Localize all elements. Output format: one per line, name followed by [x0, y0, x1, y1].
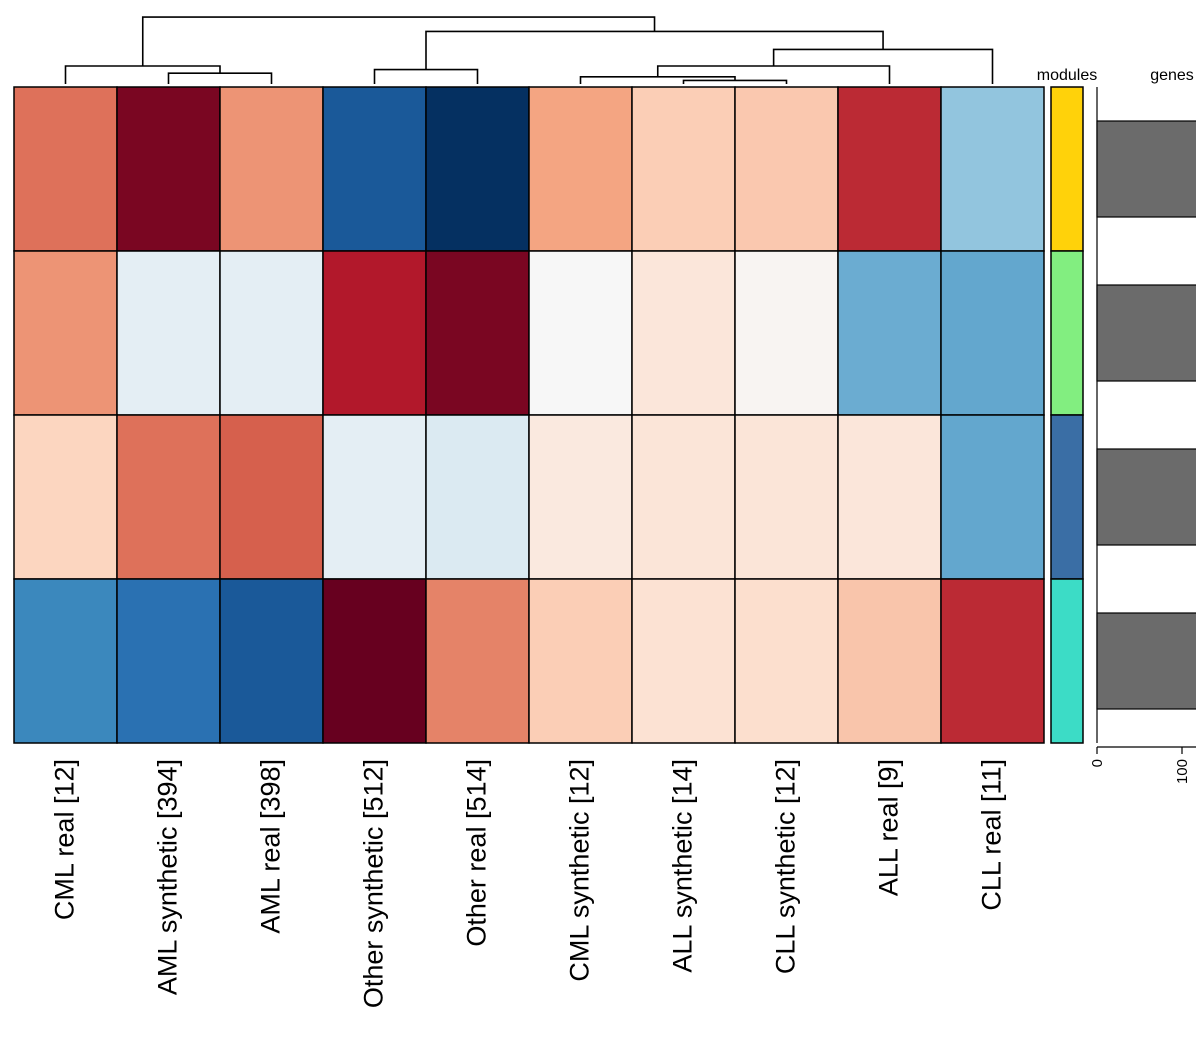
heatmap-cell: [322, 86, 427, 252]
genes-bar: [1096, 284, 1196, 382]
dendrogram-branch: [373, 68, 479, 84]
heatmap-cell: [13, 414, 118, 580]
column-label: Other synthetic [512]: [359, 759, 389, 1008]
genes-bar: [1096, 120, 1196, 218]
heatmap-cell: [734, 414, 839, 580]
heatmap-cell: [940, 86, 1045, 252]
column-label: CLL real [11]: [977, 759, 1007, 911]
heatmap-cell: [322, 578, 427, 744]
column-label: CML real [12]: [50, 759, 80, 920]
heatmap-cell: [425, 414, 530, 580]
column-dendrogram: [64, 16, 994, 84]
heatmap-cell: [734, 250, 839, 416]
column-label: CLL synthetic [12]: [771, 759, 801, 974]
column-label: Other real [514]: [462, 759, 492, 947]
column-label: AML real [398]: [256, 759, 286, 934]
heatmap-cell: [528, 578, 633, 744]
genes-bar-chart: genes 0100200: [1089, 67, 1196, 784]
heatmap-cell: [631, 578, 736, 744]
heatmap-cell: [116, 414, 221, 580]
heatmap-cell: [940, 250, 1045, 416]
genes-bar: [1096, 612, 1196, 710]
heatmap-cells: [13, 86, 1045, 744]
module-color-cell: [1050, 578, 1084, 744]
heatmap-cell: [631, 414, 736, 580]
heatmap-cell: [837, 86, 942, 252]
heatmap-cell: [528, 250, 633, 416]
heatmap-cell: [322, 414, 427, 580]
heatmap-cell: [528, 414, 633, 580]
heatmap-cell: [219, 250, 324, 416]
heatmap-cell: [734, 578, 839, 744]
genes-title: genes: [1150, 67, 1194, 84]
module-color-cell: [1050, 86, 1084, 252]
column-label: AML synthetic [394]: [153, 759, 183, 995]
genes-axis-tick-label: 0: [1089, 759, 1106, 767]
heatmap-cell: [425, 250, 530, 416]
module-color-bar: modules: [1037, 67, 1097, 744]
genes-bar: [1096, 448, 1196, 546]
heatmap-cell: [631, 86, 736, 252]
heatmap-cell: [837, 250, 942, 416]
dendrogram-branch: [64, 65, 221, 84]
heatmap-cell: [940, 414, 1045, 580]
heatmap-cell: [837, 578, 942, 744]
dendrogram-branch: [656, 65, 891, 84]
column-labels: CML real [12] AML synthetic [394] AML real…: [50, 759, 1007, 1008]
dendrogram-branch: [167, 72, 273, 84]
dendrogram-branch: [425, 30, 884, 70]
genes-axis-tick-label: 100: [1174, 759, 1191, 784]
heatmap-cell: [734, 86, 839, 252]
heatmap-cell: [116, 86, 221, 252]
column-label: ALL real [9]: [874, 759, 904, 896]
heatmap-cell: [219, 86, 324, 252]
heatmap-cell: [116, 578, 221, 744]
module-color-cell: [1050, 414, 1084, 580]
heatmap-cell: [425, 578, 530, 744]
heatmap-cell: [631, 250, 736, 416]
dendrogram-branch: [682, 79, 788, 84]
column-label: CML synthetic [12]: [565, 759, 595, 982]
heatmap-cell: [219, 414, 324, 580]
heatmap-cell: [322, 250, 427, 416]
heatmap-cell: [13, 578, 118, 744]
modules-title: modules: [1037, 67, 1097, 84]
heatmap-cell: [13, 250, 118, 416]
column-label: ALL synthetic [14]: [668, 759, 698, 973]
module-color-cell: [1050, 250, 1084, 416]
dendrogram-branch: [141, 16, 656, 66]
heatmap-cell: [940, 578, 1045, 744]
heatmap-cell: [425, 86, 530, 252]
heatmap-cell: [116, 250, 221, 416]
heatmap-cell: [528, 86, 633, 252]
heatmap-cell: [837, 414, 942, 580]
heatmap-cell: [219, 578, 324, 744]
heatmap-cell: [13, 86, 118, 252]
